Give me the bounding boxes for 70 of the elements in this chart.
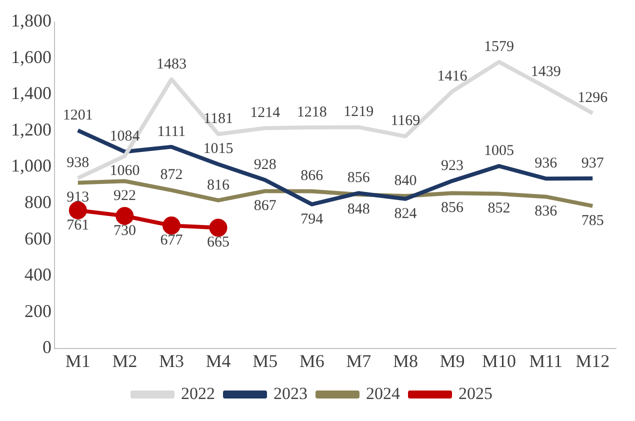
legend-label: 2023 [274, 384, 308, 403]
data-label: 938 [66, 155, 90, 172]
data-label: 936 [534, 156, 558, 172]
data-label: 665 [207, 234, 230, 251]
y-tick-label: 1,600 [11, 46, 52, 67]
x-tick-label: M2 [112, 350, 138, 371]
y-tick-label: 1,200 [11, 119, 52, 140]
data-label: 1416 [437, 68, 468, 84]
x-tick-label: M9 [440, 350, 465, 371]
data-label: 785 [581, 212, 604, 229]
data-label: 1005 [484, 142, 514, 159]
x-tick-label: M10 [482, 350, 516, 371]
legend-label: 2022 [181, 384, 215, 403]
data-label: 824 [394, 206, 418, 222]
x-tick-label: M1 [65, 350, 90, 371]
data-label: 913 [66, 190, 90, 206]
data-label: 872 [160, 167, 183, 184]
data-label: 1218 [296, 104, 327, 120]
y-tick-label: 400 [24, 264, 52, 285]
data-label: 848 [347, 201, 370, 218]
data-label: 1296 [578, 90, 608, 106]
y-tick-label: 1,800 [11, 10, 52, 31]
data-label: 1439 [530, 64, 561, 80]
y-tick-label: 800 [24, 192, 52, 212]
x-tick-label: M4 [206, 350, 231, 371]
y-tick-label: 200 [24, 300, 52, 321]
data-label: 761 [66, 217, 90, 234]
data-label: 794 [300, 211, 324, 228]
x-tick-label: M8 [392, 350, 418, 371]
data-label: 1084 [110, 128, 140, 145]
data-label: 1060 [110, 163, 140, 180]
data-label: 816 [207, 177, 230, 194]
data-label: 677 [160, 232, 184, 248]
point [209, 218, 228, 237]
data-label: 840 [394, 172, 417, 189]
y-tick-label: 1,000 [11, 156, 52, 176]
data-label: 1201 [62, 107, 93, 124]
x-tick-label: M5 [252, 350, 278, 371]
data-label: 1111 [157, 124, 186, 140]
x-tick-label: M7 [346, 350, 372, 371]
point [162, 216, 180, 235]
x-tick-label: M11 [529, 350, 562, 371]
data-label: 928 [254, 156, 276, 173]
data-label: 922 [113, 188, 136, 204]
point [116, 206, 134, 225]
data-label: 856 [347, 170, 370, 186]
y-tick-label: 1,400 [11, 83, 52, 104]
data-label: 866 [300, 168, 324, 184]
x-tick-label: M3 [158, 350, 184, 371]
data-label: 1015 [203, 141, 234, 158]
x-tick-label: M12 [576, 350, 610, 371]
point [68, 201, 87, 220]
data-label: 730 [113, 222, 136, 239]
data-label: 852 [488, 200, 510, 217]
legend-label: 2025 [458, 384, 492, 403]
data-label: 923 [440, 158, 464, 174]
data-label: 1579 [484, 38, 514, 55]
data-label: 836 [534, 204, 558, 220]
x-tick-label: M6 [299, 350, 324, 371]
data-label: 937 [581, 155, 604, 172]
legend-label: 2024 [366, 384, 400, 403]
y-tick-label: 600 [24, 228, 52, 248]
data-label: 867 [254, 198, 277, 214]
data-label: 856 [440, 200, 464, 216]
data-label: 1181 [204, 111, 233, 128]
data-label: 1169 [390, 113, 420, 130]
data-label: 1483 [156, 56, 186, 72]
data-label: 1219 [344, 104, 374, 120]
y-tick-label: 0 [42, 337, 52, 358]
data-label: 1214 [250, 105, 281, 122]
